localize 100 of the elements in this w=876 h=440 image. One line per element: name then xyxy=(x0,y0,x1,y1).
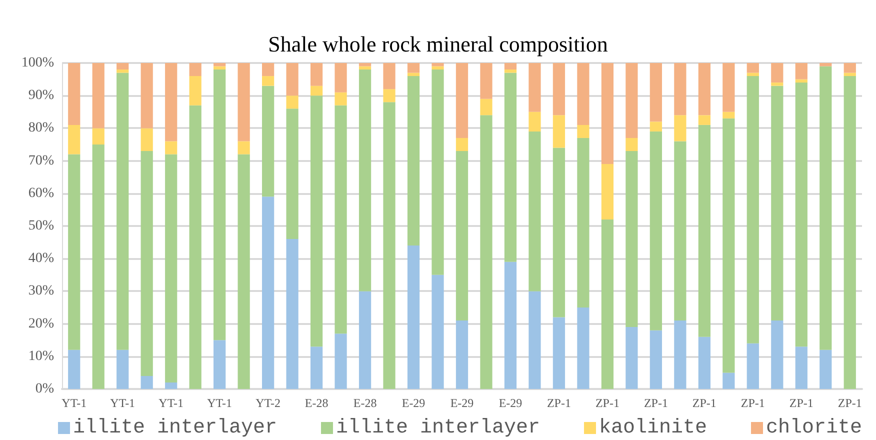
bar xyxy=(626,151,638,328)
bar xyxy=(480,98,492,116)
bar xyxy=(432,70,444,275)
bar xyxy=(262,86,274,197)
bar xyxy=(504,262,517,389)
bar xyxy=(407,76,420,246)
bar xyxy=(310,96,323,347)
bar xyxy=(92,144,104,389)
bar xyxy=(650,63,662,122)
bar xyxy=(528,63,541,112)
legend-label: chlorite xyxy=(766,416,862,440)
x-tick-label: ZP-1 xyxy=(546,396,571,410)
x-tick-label: YT-1 xyxy=(207,396,232,410)
y-tick-label: 60% xyxy=(28,186,54,201)
bar xyxy=(214,70,226,340)
bar xyxy=(698,63,710,116)
bar xyxy=(771,320,784,389)
bar xyxy=(601,219,614,389)
x-tick-label: E-29 xyxy=(498,396,522,410)
x-tick-label: ZP-1 xyxy=(644,396,668,410)
bar xyxy=(674,141,686,321)
bar xyxy=(432,274,444,389)
bar xyxy=(722,372,735,389)
bar xyxy=(601,164,614,220)
bar xyxy=(504,72,517,262)
bar xyxy=(310,86,323,96)
y-tick-label: 100% xyxy=(21,56,54,70)
x-tick-label: ZP-1 xyxy=(838,396,862,410)
chart-title: Shale whole rock mineral composition xyxy=(268,32,608,56)
bar xyxy=(577,138,590,308)
bar xyxy=(746,343,759,389)
bar xyxy=(820,63,832,66)
bar xyxy=(116,72,129,350)
bar xyxy=(334,92,347,106)
bar xyxy=(140,128,153,152)
bar xyxy=(674,115,686,142)
bar xyxy=(407,63,420,73)
bar xyxy=(214,63,226,66)
bar xyxy=(432,66,444,70)
bar xyxy=(577,63,590,125)
bar xyxy=(238,63,250,142)
bar xyxy=(746,72,759,76)
bar xyxy=(116,63,129,70)
bar xyxy=(383,63,396,90)
y-tick-label: 20% xyxy=(28,316,54,332)
x-tick-label: ZP-1 xyxy=(595,396,620,410)
y-tick-label: 40% xyxy=(28,251,54,266)
bar xyxy=(771,86,784,321)
bar xyxy=(140,63,153,128)
bar xyxy=(674,320,686,389)
bar xyxy=(795,63,808,80)
bar xyxy=(844,63,856,73)
x-tick-label: E-29 xyxy=(402,396,426,410)
bar xyxy=(746,76,759,344)
bar xyxy=(480,63,492,99)
x-tick-label: E-29 xyxy=(450,396,474,410)
bar xyxy=(407,246,420,389)
bar xyxy=(844,76,856,389)
bar xyxy=(820,350,832,389)
bar xyxy=(746,63,759,73)
bar xyxy=(140,151,153,376)
bar xyxy=(456,320,468,389)
bar xyxy=(552,63,566,116)
bar xyxy=(552,115,566,148)
x-tick-label: YT-1 xyxy=(158,396,184,410)
bar xyxy=(116,350,129,389)
bar xyxy=(116,70,129,73)
bar xyxy=(189,76,202,106)
bar xyxy=(528,112,541,132)
x-tick-label: ZP-1 xyxy=(740,396,765,410)
bar xyxy=(383,89,396,102)
bar xyxy=(577,124,590,138)
bar xyxy=(795,346,808,389)
bar xyxy=(165,382,178,389)
bar xyxy=(626,138,638,152)
bar xyxy=(165,154,178,382)
bar xyxy=(68,154,80,350)
bar xyxy=(795,82,808,347)
bar xyxy=(358,66,372,70)
bar xyxy=(262,76,274,86)
bar xyxy=(528,291,541,389)
x-tick-label: YT-2 xyxy=(256,396,281,410)
y-tick-label: 90% xyxy=(28,88,54,104)
bar xyxy=(189,63,202,76)
bar xyxy=(601,63,614,164)
bar xyxy=(820,66,832,350)
y-tick-label: 80% xyxy=(28,120,54,136)
y-tick-label: 10% xyxy=(28,348,54,364)
bar xyxy=(528,131,541,292)
bar xyxy=(795,79,808,83)
bar xyxy=(140,376,153,389)
bar xyxy=(238,154,250,389)
bar xyxy=(68,63,80,125)
bar xyxy=(334,334,347,389)
bar xyxy=(238,141,250,154)
bar xyxy=(334,105,347,334)
bar xyxy=(722,63,735,112)
y-tick-label: 70% xyxy=(28,153,54,168)
bar xyxy=(771,63,784,83)
bar xyxy=(504,63,517,70)
